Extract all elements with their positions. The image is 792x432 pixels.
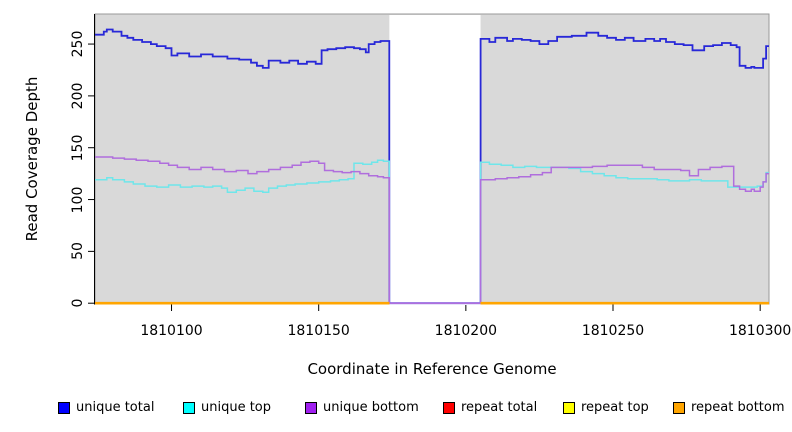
legend-label: repeat total — [461, 400, 538, 415]
legend-swatch-repeat-top — [563, 401, 575, 414]
y-tick-label: 150 — [70, 134, 86, 162]
series-line-unique-top — [95, 159, 769, 304]
legend-swatch-unique-bottom — [305, 401, 317, 414]
legend-item-repeat-top: repeat top — [563, 400, 649, 415]
y-tick-label: 50 — [70, 242, 86, 261]
legend-item-unique-total: unique total — [58, 400, 154, 415]
legend-item-repeat-total: repeat total — [443, 400, 537, 415]
legend-label: repeat top — [581, 400, 649, 415]
series-line-unique-total — [95, 28, 769, 305]
legend-swatch-unique-top — [183, 401, 195, 414]
legend-item-unique-bottom: unique bottom — [305, 400, 419, 415]
y-tick-label: 200 — [70, 82, 86, 110]
x-tick-label: 1810100 — [140, 323, 203, 339]
no-data-gap — [389, 15, 481, 305]
x-tick-label: 1810150 — [287, 323, 350, 339]
y-tick-label: 0 — [70, 298, 86, 308]
y-tick-label: 100 — [70, 186, 86, 213]
x-tick-label: 1810250 — [581, 323, 645, 339]
series-line-unique-bottom — [95, 156, 769, 304]
x-axis-title: Coordinate in Reference Genome — [307, 360, 557, 378]
y-axis-title: Read Coverage Depth — [23, 76, 41, 242]
legend-label: unique total — [76, 400, 155, 415]
y-tick-label: 250 — [70, 30, 86, 58]
legend-swatch-repeat-bottom — [673, 401, 685, 414]
legend-swatch-repeat-total — [443, 401, 455, 414]
x-tick-label: 1810300 — [728, 323, 792, 339]
legend-label: repeat bottom — [691, 400, 785, 415]
legend-item-unique-top: unique top — [183, 400, 271, 415]
legend-item-repeat-bottom: repeat bottom — [673, 400, 785, 415]
legend-label: unique top — [201, 400, 272, 415]
x-tick-label: 1810200 — [434, 323, 498, 339]
legend-label: unique bottom — [323, 400, 419, 415]
legend-swatch-unique-total — [58, 401, 70, 414]
